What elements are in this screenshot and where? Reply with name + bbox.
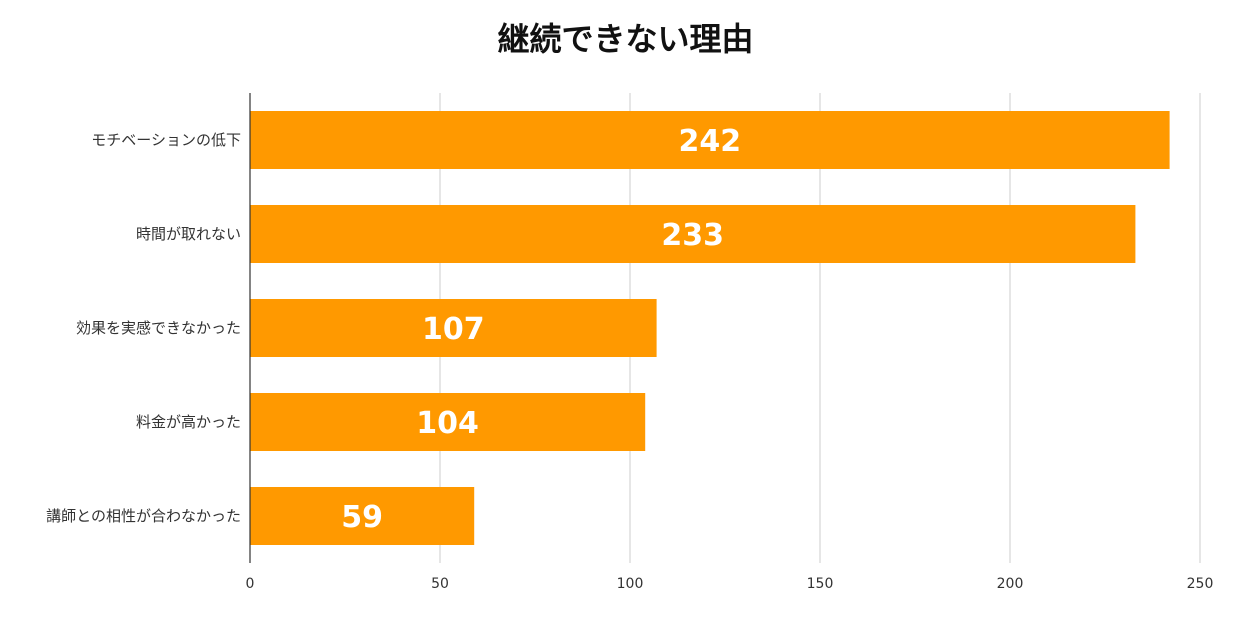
category-label-0: モチベーションの低下: [91, 131, 241, 149]
value-label-0: 242: [678, 124, 741, 159]
x-tick-label-2: 100: [617, 576, 644, 592]
value-label-2: 107: [422, 312, 485, 347]
bar-3: [250, 393, 646, 451]
x-tick-label-3: 150: [807, 576, 834, 592]
bar-1: [250, 205, 1136, 263]
chart-title: 継続できない理由: [497, 20, 754, 58]
bar-0: [250, 111, 1170, 169]
value-label-3: 104: [416, 406, 479, 441]
category-label-4: 講師との相性が合わなかった: [46, 507, 241, 525]
category-label-2: 効果を実感できなかった: [76, 319, 241, 337]
x-tick-label-5: 250: [1187, 576, 1214, 592]
category-label-3: 料金が高かった: [136, 413, 241, 431]
x-tick-label-4: 200: [997, 576, 1024, 592]
value-label-4: 59: [341, 500, 383, 535]
bar-4: [250, 487, 475, 545]
x-tick-label-1: 50: [431, 576, 449, 592]
x-tick-label-0: 0: [246, 576, 255, 592]
category-label-1: 時間が取れない: [136, 225, 241, 243]
value-label-1: 233: [661, 218, 724, 253]
bar-2: [250, 299, 657, 357]
